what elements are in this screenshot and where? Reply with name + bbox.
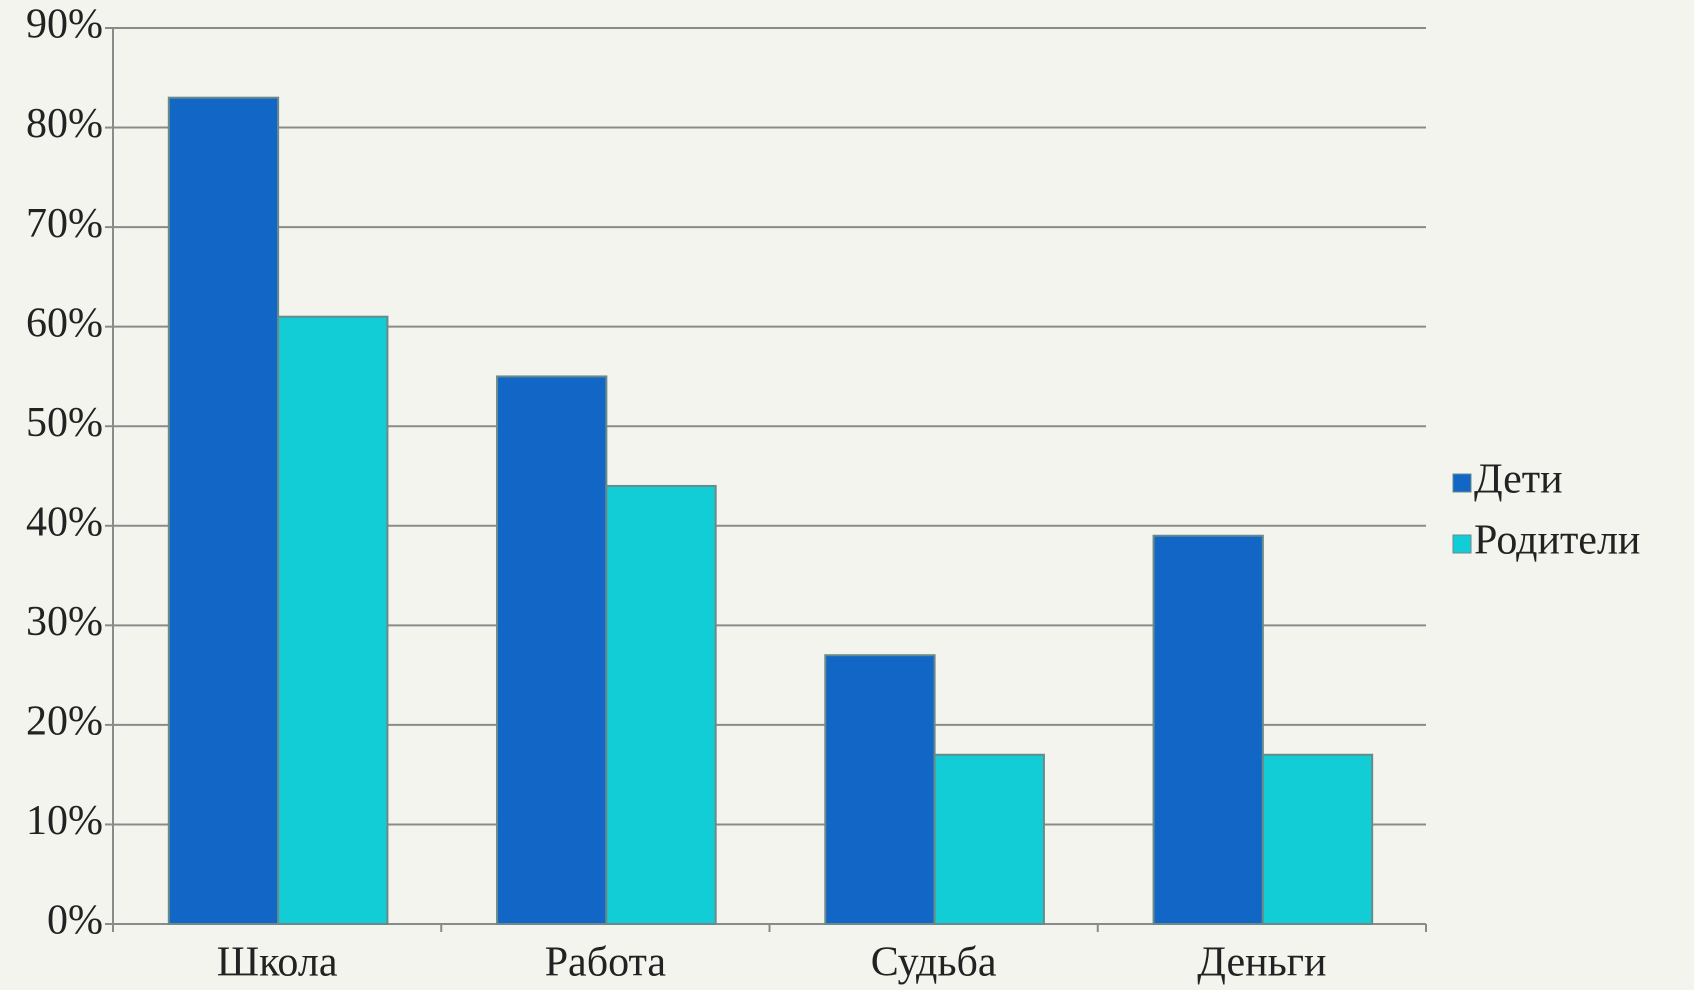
- x-tick-label: Деньги: [1197, 940, 1326, 986]
- bar: [496, 375, 608, 925]
- y-tick-label: 10%: [26, 798, 103, 844]
- y-tick-label: 80%: [26, 101, 103, 147]
- x-tick-label: Школа: [217, 940, 338, 986]
- bar: [1261, 753, 1374, 925]
- bar: [277, 315, 389, 925]
- legend-swatch: [1452, 534, 1472, 554]
- legend-label: Дети: [1474, 457, 1563, 503]
- bar: [933, 753, 1045, 925]
- y-tick-label: 20%: [26, 699, 103, 745]
- y-tick-label: 0%: [47, 898, 103, 944]
- y-tick-label: 60%: [26, 300, 103, 346]
- x-tick-label: Работа: [545, 940, 667, 986]
- legend-label: Родители: [1474, 518, 1640, 564]
- y-tick-label: 90%: [26, 2, 103, 48]
- x-tick-label: Судьба: [871, 940, 997, 986]
- y-tick-label: 30%: [26, 599, 103, 645]
- bar: [1152, 534, 1264, 925]
- y-tick-label: 50%: [26, 400, 103, 446]
- legend-swatch: [1452, 473, 1472, 493]
- bar: [605, 484, 717, 925]
- y-tick-label: 70%: [26, 201, 103, 247]
- bar: [824, 654, 936, 925]
- bar: [167, 96, 280, 925]
- y-tick-label: 40%: [26, 499, 103, 545]
